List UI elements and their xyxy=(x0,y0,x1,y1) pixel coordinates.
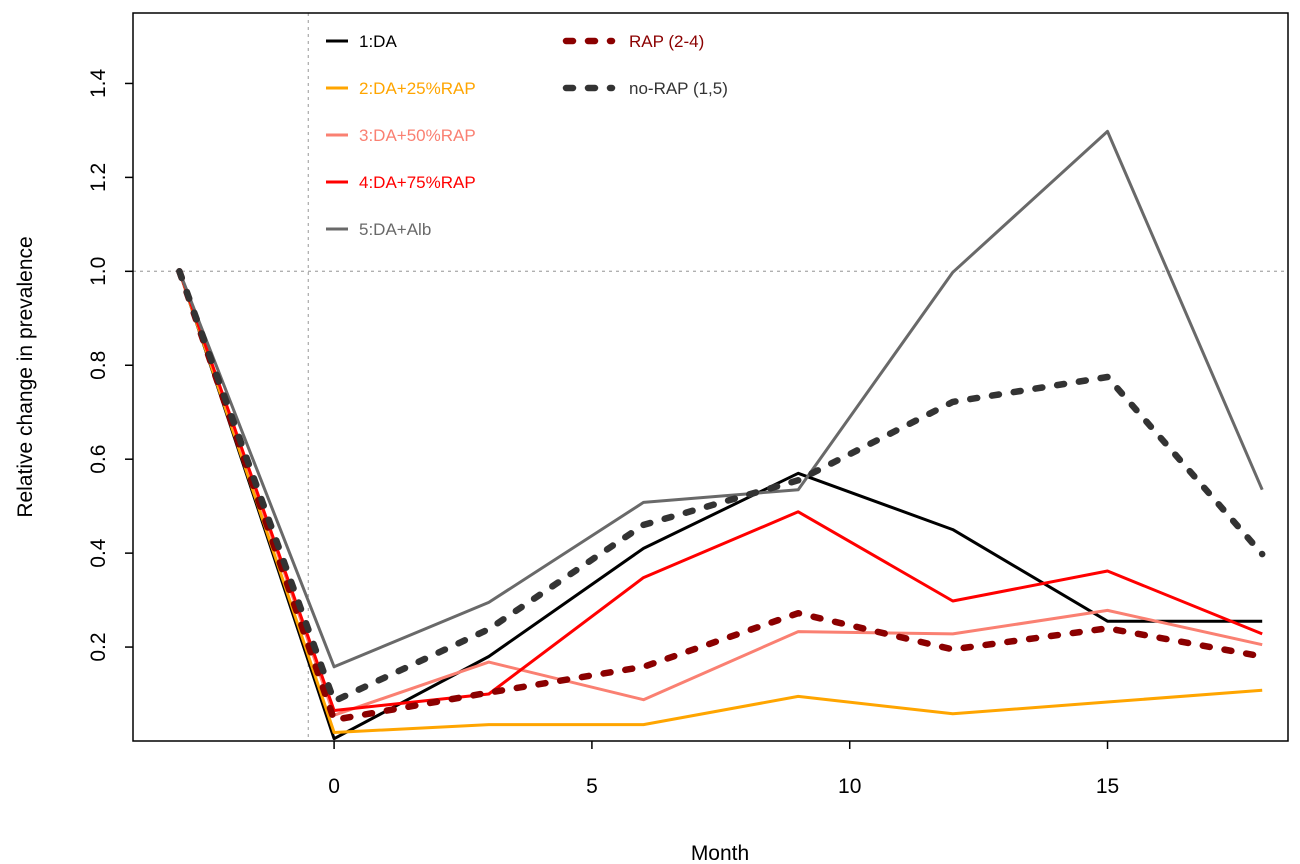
legend-label-5-da-alb: 5:DA+Alb xyxy=(359,220,431,239)
plot-frame xyxy=(132,12,1289,742)
legend-label-3-da-50-rap: 3:DA+50%RAP xyxy=(359,126,476,145)
x-tick-label: 10 xyxy=(838,775,861,798)
legend-label-2-da-25-rap: 2:DA+25%RAP xyxy=(359,79,476,98)
x-tick-label: 0 xyxy=(328,775,340,798)
x-axis: 0 5 10 15 xyxy=(328,741,1119,798)
series-line-rap-2-4 xyxy=(176,268,1266,724)
series-line-1-da xyxy=(177,270,1263,741)
series-line-3-da-50-rap xyxy=(177,270,1263,717)
series-line-no-rap-1-5 xyxy=(176,268,1266,705)
y-tick-label: 0.8 xyxy=(87,351,110,380)
y-tick-label: 1.2 xyxy=(87,163,110,192)
y-tick-label: 1.0 xyxy=(87,257,110,286)
x-tick-label: 5 xyxy=(586,775,598,798)
legend-label-4-da-75-rap: 4:DA+75%RAP xyxy=(359,173,476,192)
series-line-2-da-25-rap xyxy=(177,270,1263,734)
y-tick-label: 0.2 xyxy=(87,632,110,661)
y-axis: 0.2 0.4 0.6 0.8 1.0 1.2 1.4 xyxy=(87,69,133,662)
legend-label-rap-2-4: RAP (2-4) xyxy=(629,32,704,51)
legend: 1:DA 2:DA+25%RAP 3:DA+50%RAP 4:DA+75%RAP 5:D… xyxy=(326,32,728,239)
x-axis-label: Month xyxy=(691,842,749,864)
x-tick-label: 15 xyxy=(1096,775,1119,798)
y-axis-label: Relative change in prevalence xyxy=(14,236,37,517)
legend-label-no-rap-1-5: no-RAP (1,5) xyxy=(629,79,728,98)
series-layer xyxy=(176,129,1266,741)
legend-label-1-da: 1:DA xyxy=(359,32,397,51)
reference-lines xyxy=(133,13,1288,741)
series-line-4-da-75-rap xyxy=(177,270,1263,712)
series-line-5-da-alb xyxy=(178,129,1264,669)
y-tick-label: 0.6 xyxy=(87,445,110,474)
y-tick-label: 1.4 xyxy=(87,69,110,99)
y-tick-label: 0.4 xyxy=(87,538,110,568)
